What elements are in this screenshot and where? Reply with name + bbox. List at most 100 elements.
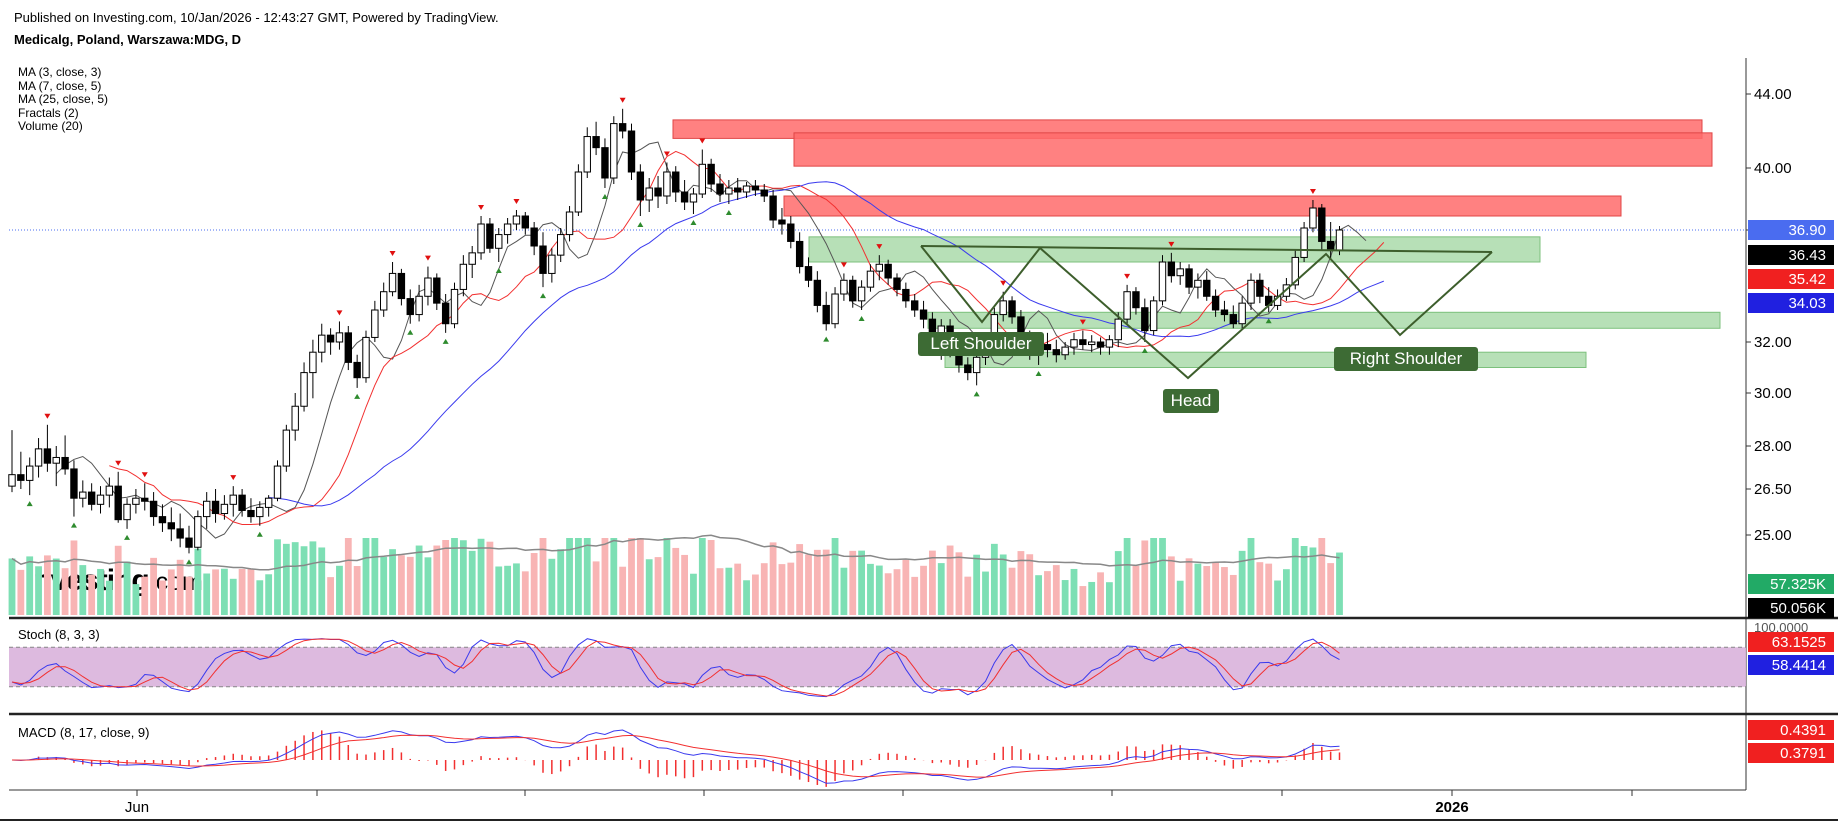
candle-body[interactable] xyxy=(211,500,220,515)
candle-body[interactable] xyxy=(751,185,760,191)
candle-body[interactable] xyxy=(318,334,326,353)
candle-body[interactable] xyxy=(486,223,494,249)
candle-body[interactable] xyxy=(1167,261,1176,277)
candle-body[interactable] xyxy=(698,163,706,195)
candle-body[interactable] xyxy=(220,503,229,515)
candle-body[interactable] xyxy=(477,223,485,254)
pattern-label-box[interactable] xyxy=(1334,347,1478,371)
candle-body[interactable] xyxy=(804,266,813,281)
candle-body[interactable] xyxy=(512,215,521,225)
candle-body[interactable] xyxy=(663,171,671,197)
candle-body[interactable] xyxy=(17,474,25,481)
candle-body[interactable] xyxy=(1326,240,1335,252)
candle-body[interactable] xyxy=(999,300,1007,316)
candle-body[interactable] xyxy=(105,485,114,496)
candle-body[interactable] xyxy=(548,254,556,274)
candle-body[interactable] xyxy=(291,405,299,431)
candle-body[interactable] xyxy=(256,506,264,518)
candle-body[interactable] xyxy=(8,474,16,487)
candle-body[interactable] xyxy=(902,288,910,302)
candle-body[interactable] xyxy=(203,500,211,518)
candle-body[interactable] xyxy=(433,277,441,304)
pattern-label-box[interactable] xyxy=(918,332,1044,356)
candle-body[interactable] xyxy=(1079,339,1087,346)
candle-body[interactable] xyxy=(831,293,839,325)
candle-body[interactable] xyxy=(1300,227,1308,258)
candle-body[interactable] xyxy=(707,163,715,185)
candle-body[interactable] xyxy=(309,351,317,374)
candle-body[interactable] xyxy=(229,494,237,505)
candle-body[interactable] xyxy=(1309,207,1317,229)
candle-body[interactable] xyxy=(406,298,414,316)
candle-body[interactable] xyxy=(273,465,282,499)
legend-volume[interactable]: Volume (20) xyxy=(18,119,83,133)
candle-body[interactable] xyxy=(1335,229,1344,252)
candle-body[interactable] xyxy=(1114,318,1122,341)
candle-body[interactable] xyxy=(371,309,379,338)
candle-body[interactable] xyxy=(123,503,131,521)
candle-body[interactable] xyxy=(539,245,547,274)
candle-body[interactable] xyxy=(583,136,591,173)
candle-body[interactable] xyxy=(574,171,583,213)
candle-body[interactable] xyxy=(185,537,193,548)
candle-body[interactable] xyxy=(627,130,636,173)
candle-body[interactable] xyxy=(61,456,69,470)
candle-body[interactable] xyxy=(734,187,742,193)
candle-body[interactable] xyxy=(725,187,733,195)
candle-body[interactable] xyxy=(1052,349,1060,356)
candle-body[interactable] xyxy=(716,183,724,195)
candle-body[interactable] xyxy=(565,211,574,236)
resistance-zone[interactable] xyxy=(793,132,1713,167)
candle-body[interactable] xyxy=(893,277,901,290)
support-zone[interactable] xyxy=(927,311,1721,329)
candle-body[interactable] xyxy=(1238,302,1246,325)
candle-body[interactable] xyxy=(530,227,538,247)
candle-body[interactable] xyxy=(1256,279,1264,297)
candle-body[interactable] xyxy=(415,295,423,316)
candle-body[interactable] xyxy=(132,497,140,505)
candle-body[interactable] xyxy=(114,485,122,521)
candle-body[interactable] xyxy=(1043,344,1052,351)
candle-body[interactable] xyxy=(158,516,167,524)
candle-body[interactable] xyxy=(326,334,335,343)
candle-body[interactable] xyxy=(149,500,158,518)
candle-body[interactable] xyxy=(388,272,397,293)
candle-body[interactable] xyxy=(1220,309,1229,316)
candle-body[interactable] xyxy=(1132,291,1140,309)
candle-body[interactable] xyxy=(849,279,857,302)
candle-body[interactable] xyxy=(96,494,105,505)
candle-body[interactable] xyxy=(645,187,653,201)
candle-body[interactable] xyxy=(1194,279,1202,288)
candle-body[interactable] xyxy=(1123,291,1131,320)
stoch-label[interactable]: Stoch (8, 3, 3) xyxy=(18,627,100,642)
candle-body[interactable] xyxy=(141,497,149,502)
candle-body[interactable] xyxy=(1096,341,1105,348)
candle-body[interactable] xyxy=(1149,300,1158,332)
candle-body[interactable] xyxy=(787,223,795,242)
candle-body[interactable] xyxy=(344,332,353,363)
candle-body[interactable] xyxy=(1318,207,1326,242)
legend-ma25[interactable]: MA (25, close, 5) xyxy=(18,92,109,106)
candle-body[interactable] xyxy=(79,491,87,499)
candle-body[interactable] xyxy=(264,497,273,508)
candle-body[interactable] xyxy=(503,223,512,236)
candle-body[interactable] xyxy=(397,272,406,300)
candle-body[interactable] xyxy=(1070,339,1078,348)
candle-body[interactable] xyxy=(866,270,875,288)
candle-body[interactable] xyxy=(282,429,291,467)
candle-body[interactable] xyxy=(247,509,255,518)
candle-body[interactable] xyxy=(680,191,689,203)
candle-body[interactable] xyxy=(610,123,618,179)
candle-body[interactable] xyxy=(919,309,928,320)
candle-body[interactable] xyxy=(424,277,432,297)
candle-body[interactable] xyxy=(769,195,777,221)
legend-ma3[interactable]: MA (3, close, 3) xyxy=(18,65,102,79)
candle-body[interactable] xyxy=(822,304,830,325)
candle-body[interactable] xyxy=(592,136,600,149)
candle-body[interactable] xyxy=(380,291,388,311)
candle-body[interactable] xyxy=(1088,341,1096,346)
candle-body[interactable] xyxy=(176,528,184,539)
candle-body[interactable] xyxy=(557,234,565,256)
candle-body[interactable] xyxy=(857,286,866,302)
